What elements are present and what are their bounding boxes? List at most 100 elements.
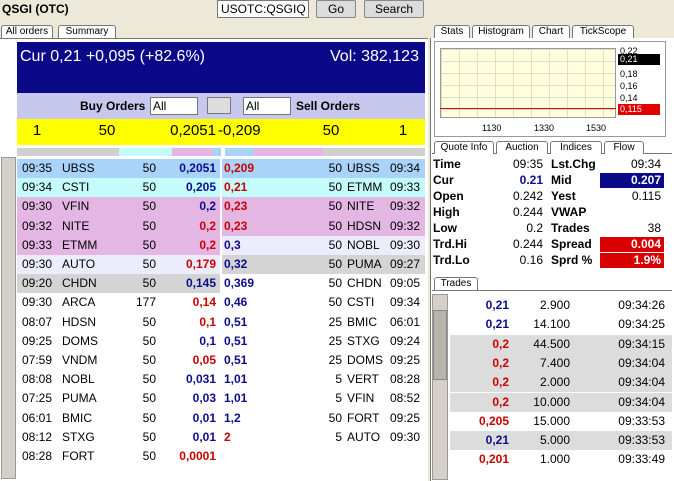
quote-label: High <box>433 205 460 220</box>
chart-tab[interactable]: Histogram <box>472 25 530 38</box>
quote-value: 09:35 <box>490 157 546 172</box>
ask-mm: VERT <box>347 370 379 389</box>
go-button[interactable]: Go <box>316 0 356 18</box>
ask-time: 06:01 <box>380 313 420 332</box>
bid-price: 0,145 <box>160 274 216 293</box>
prev-close-line <box>440 108 616 109</box>
bid-time: 08:12 <box>22 428 52 447</box>
ask-time: 09:30 <box>380 236 420 255</box>
ask-time: 09:34 <box>380 159 420 178</box>
quote-label: Mid <box>551 173 572 188</box>
ask-size: 50 <box>300 274 342 293</box>
trade-time: 09:34:04 <box>600 354 665 373</box>
trade-size: 5.000 <box>520 431 570 450</box>
ask-price: 0,21 <box>224 178 247 197</box>
bid-price: 0,1 <box>160 313 216 332</box>
sell-orders-label: Sell Orders <box>296 99 360 113</box>
link-toggle[interactable] <box>207 97 231 114</box>
trade-time: 09:33:49 <box>600 450 665 469</box>
buy-filter-select[interactable]: All <box>150 97 198 115</box>
ask-price: 2 <box>224 428 231 447</box>
chart-time-label: 1530 <box>586 123 606 134</box>
trade-price: 0,205 <box>450 412 509 431</box>
trade-price: 0,2 <box>450 373 509 392</box>
bid-price: 0,05 <box>160 351 216 370</box>
bid-size: 50 <box>120 178 156 197</box>
ask-mm: FORT <box>347 409 379 428</box>
bid-mm: BMIC <box>62 409 92 428</box>
ask-mm: UBSS <box>347 159 380 178</box>
ask-size: 5 <box>300 428 342 447</box>
orders-tab[interactable]: Summary <box>58 25 116 38</box>
ask-price: 1,2 <box>224 409 241 428</box>
chart-tab[interactable]: Chart <box>532 25 570 38</box>
bid-mm: ETMM <box>62 236 97 255</box>
trades-tab-line <box>432 290 672 291</box>
bid-price: 0,179 <box>160 255 216 274</box>
trade-price: 0,21 <box>450 431 509 450</box>
ask-time: 09:33 <box>380 178 420 197</box>
quote-value: 0.244 <box>490 205 546 220</box>
quote-value: 0.004 <box>600 237 664 252</box>
trade-size: 7.400 <box>520 354 570 373</box>
chart-price-label: 0,18 <box>618 69 638 80</box>
bid-time: 08:28 <box>22 447 52 466</box>
bid-price: 0,2 <box>160 217 216 236</box>
quote-value: 38 <box>600 221 664 236</box>
ask-price: 1,01 <box>224 389 247 408</box>
quote-label: Trd.Lo <box>433 253 470 268</box>
ask-price: 1,01 <box>224 370 247 389</box>
quote-tab[interactable]: Indices <box>550 141 602 154</box>
ask-size: 50 <box>300 217 342 236</box>
summary-cur: Cur 0,21 +0,095 (+82.6%) <box>20 48 205 66</box>
search-button[interactable]: Search <box>364 0 424 18</box>
bid-time: 07:25 <box>22 389 52 408</box>
ask-time: 09:30 <box>380 428 420 447</box>
best-quote-value: -0,209 <box>218 122 278 139</box>
orders-scrollbar[interactable] <box>1 157 16 479</box>
trade-price: 0,201 <box>450 450 509 469</box>
ask-mm: NOBL <box>347 236 380 255</box>
bid-time: 09:33 <box>22 236 52 255</box>
orders-tab[interactable]: All orders <box>1 25 53 38</box>
bid-size: 50 <box>120 274 156 293</box>
trade-size: 2.900 <box>520 296 570 315</box>
chart-tab[interactable]: Stats <box>434 25 470 38</box>
ask-size: 50 <box>300 255 342 274</box>
trades-scroll-thumb[interactable] <box>433 310 447 380</box>
ask-mm: CSTI <box>347 293 374 312</box>
bid-price: 0,2 <box>160 197 216 216</box>
bid-price: 0,1 <box>160 332 216 351</box>
ask-price: 0,51 <box>224 351 247 370</box>
bid-time: 06:01 <box>22 409 52 428</box>
ask-size: 5 <box>300 389 342 408</box>
ask-time: 09:05 <box>380 274 420 293</box>
bid-size: 177 <box>120 293 156 312</box>
bid-price: 0,2 <box>160 236 216 255</box>
trade-time: 09:34:04 <box>600 373 665 392</box>
quote-tab[interactable]: Quote Info <box>434 141 494 154</box>
bid-size: 50 <box>120 332 156 351</box>
quote-value: 0.21 <box>490 173 546 188</box>
ask-size: 25 <box>300 351 342 370</box>
bid-size: 50 <box>120 389 156 408</box>
bid-time: 08:08 <box>22 370 52 389</box>
chart-time-label: 1130 <box>482 123 501 134</box>
ask-time: 09:32 <box>380 217 420 236</box>
ask-mm: HDSN <box>347 217 381 236</box>
quote-value: 1.9% <box>600 253 664 268</box>
ask-size: 5 <box>300 370 342 389</box>
quote-label: Low <box>433 221 457 236</box>
sell-filter-select[interactable]: All <box>243 97 291 115</box>
quote-tab[interactable]: Auction <box>496 141 548 154</box>
ask-mm: VFIN <box>347 389 374 408</box>
bid-price: 0,14 <box>160 293 216 312</box>
trades-tab[interactable]: Trades <box>434 277 478 290</box>
quote-label: Lst.Chg <box>551 157 596 172</box>
quote-label: Spread <box>551 237 592 252</box>
ask-size: 50 <box>300 409 342 428</box>
chart-tab[interactable]: TickScope <box>572 25 634 38</box>
quote-tab[interactable]: Flow <box>604 141 644 154</box>
ask-mm: CHDN <box>347 274 382 293</box>
symbol-input[interactable]: USOTC:QSGIQ <box>217 0 309 18</box>
